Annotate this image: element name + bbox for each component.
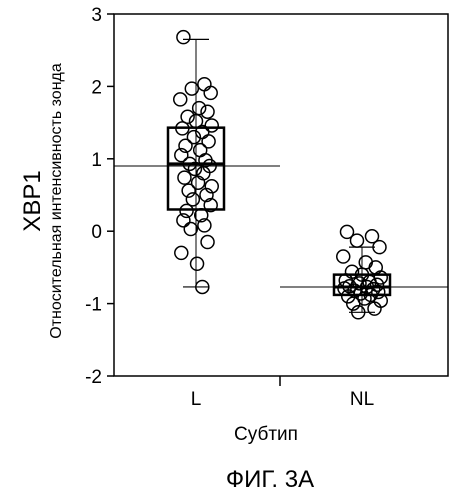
x-axis-ticks: L NL: [191, 376, 374, 410]
data-point: [205, 119, 218, 132]
data-point: [202, 135, 215, 148]
data-point: [204, 86, 217, 99]
data-point: [184, 223, 197, 236]
y-tick-label: 2: [91, 77, 102, 98]
data-point: [201, 236, 214, 249]
data-point: [201, 105, 214, 118]
x-tick-label: NL: [350, 389, 374, 410]
box-group-l: [114, 31, 280, 294]
data-point: [193, 102, 206, 115]
data-point: [351, 234, 364, 247]
x-tick-label: L: [191, 389, 202, 410]
y-tick-label: -2: [85, 367, 102, 388]
y-tick-label: 0: [91, 222, 102, 243]
data-point: [177, 31, 190, 44]
y-axis-ticks: -2 -1 0 1 2 3: [85, 5, 114, 388]
data-point: [175, 246, 188, 259]
x-axis-title: Субтип: [234, 424, 298, 445]
figure-caption: ФИГ. 3А: [226, 466, 314, 493]
y-tick-label: -1: [85, 295, 102, 316]
data-point: [174, 93, 187, 106]
data-point: [191, 257, 204, 270]
y-axis-title-main: XBP1: [19, 170, 46, 231]
y-axis-title-sub: Относительная интенсивность зонда: [48, 63, 65, 339]
data-point: [178, 171, 191, 184]
y-tick-label: 1: [91, 150, 102, 171]
data-point: [369, 261, 382, 274]
plot-frame: [114, 14, 448, 376]
y-tick-label: 3: [91, 5, 102, 26]
box-groups: [114, 31, 448, 319]
data-point: [198, 78, 211, 91]
box-group-nl: [280, 225, 448, 318]
data-point: [359, 256, 372, 269]
data-point: [337, 250, 350, 263]
